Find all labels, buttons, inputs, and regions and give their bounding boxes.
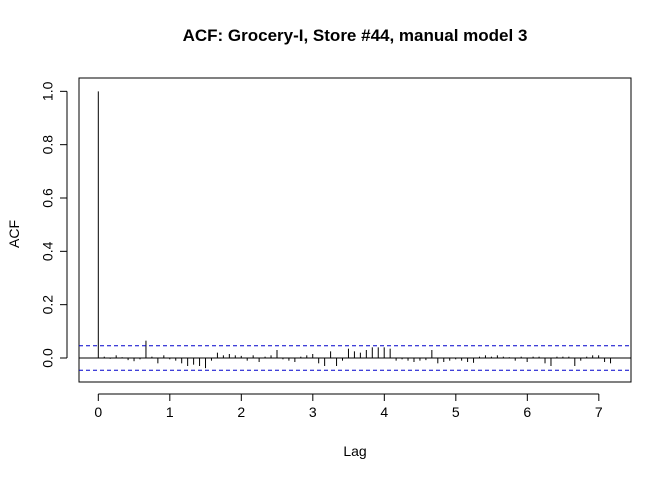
- x-tick-label: 3: [309, 404, 317, 420]
- acf-spikes: [97, 91, 612, 369]
- y-tick-label: 0.8: [40, 135, 56, 155]
- x-tick-label: 4: [380, 404, 388, 420]
- x-tick-label: 2: [237, 404, 245, 420]
- y-tick-label: 0.4: [40, 241, 56, 261]
- y-tick-label: 0.6: [40, 188, 56, 208]
- y-tick-label: 1.0: [40, 81, 56, 101]
- x-tick-label: 1: [166, 404, 174, 420]
- x-axis-label: Lag: [343, 443, 366, 459]
- x-tick-label: 6: [523, 404, 531, 420]
- x-tick-label: 5: [452, 404, 460, 420]
- x-tick-label: 0: [94, 404, 102, 420]
- y-tick-label: 0.2: [40, 295, 56, 315]
- chart-title: ACF: Grocery-I, Store #44, manual model …: [183, 26, 528, 45]
- y-tick-label: 0.0: [40, 348, 56, 368]
- x-axis: 0 1 2 3 4 5 6 7: [94, 393, 603, 420]
- reference-lines: [79, 345, 631, 371]
- y-axis: 0.0 0.2 0.4 0.6 0.8 1.0: [40, 81, 68, 368]
- y-axis-label: ACF: [6, 220, 22, 248]
- plot-frame: [78, 77, 632, 383]
- x-tick-label: 7: [595, 404, 603, 420]
